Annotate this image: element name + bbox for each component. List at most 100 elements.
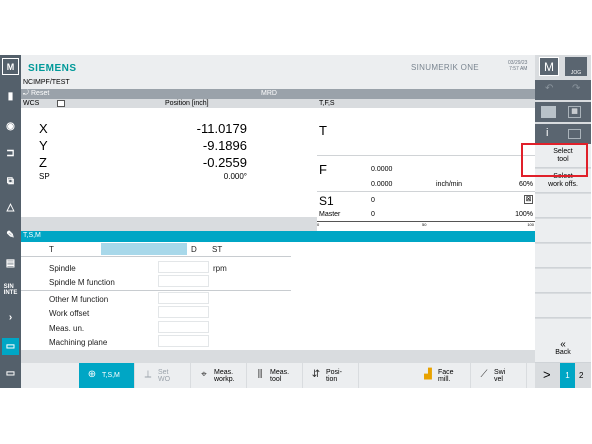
wcs-header <box>21 99 317 108</box>
scale-tick: 0 <box>317 222 320 227</box>
other-m-input[interactable] <box>158 292 209 304</box>
tsm-icon: ⊕ <box>87 368 97 380</box>
alarm-icon[interactable]: △ <box>6 202 15 213</box>
select-tool-button[interactable]: Select tool <box>535 144 591 168</box>
spindle-m-label: Spindle M function <box>49 278 115 287</box>
time: 7:57 AM <box>509 66 528 72</box>
work-offset-input[interactable] <box>158 306 209 318</box>
t-label: T <box>319 123 327 138</box>
tool-input[interactable] <box>101 243 187 255</box>
status-bar: ⤾ Reset MRD <box>21 89 535 99</box>
master-label: Master <box>319 211 341 218</box>
machine-icon[interactable]: M <box>2 58 19 75</box>
meas-un-label: Meas. un. <box>49 324 85 333</box>
axis-name: Y <box>39 138 48 153</box>
softkey-label: Set WO <box>158 368 171 383</box>
info-icon[interactable]: i <box>546 127 549 139</box>
datetime: 03/29/23 7:57 AM <box>508 60 527 72</box>
meas-workp-softkey[interactable]: ⌖ Meas. workp. <box>191 363 247 388</box>
softkey-empty[interactable] <box>535 244 591 268</box>
softkey-label: Swi vel <box>494 368 506 383</box>
softkey-label: T,S,M <box>102 372 120 379</box>
softkey-label: Face mill. <box>438 368 454 383</box>
axis-row-z: Z -0.2559 <box>21 155 317 172</box>
copy-icon[interactable]: ⧉ <box>6 176 15 187</box>
tsm-title-bar: T,S,M <box>21 231 535 242</box>
view-row: ▦ <box>535 102 591 122</box>
position-softkey[interactable]: ⇵ Posi- tion <box>303 363 359 388</box>
scale-tick: 100 <box>527 222 534 227</box>
spacer <box>21 217 317 231</box>
calculator-icon[interactable]: ▦ <box>568 106 581 118</box>
master-value: 0 <box>371 211 375 218</box>
mode-status: MRD <box>261 90 277 97</box>
redo-icon[interactable]: ↷ <box>572 83 581 94</box>
sp-value: 0.000° <box>223 172 247 181</box>
spindle-label: Spindle <box>49 264 76 273</box>
spindle-input[interactable] <box>158 261 209 273</box>
tfs-label: T,F,S <box>319 100 335 107</box>
program-path: NCIMPF/TEST <box>21 78 535 89</box>
face-mill-softkey[interactable]: ▟ Face mill. <box>415 363 471 388</box>
divider <box>21 290 291 291</box>
work-offset-label: Work offset <box>49 309 90 318</box>
meas-un-input[interactable] <box>158 321 209 333</box>
swivel-softkey[interactable]: ⟋ Swi vel <box>471 363 527 388</box>
machining-plane-label: Machining plane <box>49 338 108 347</box>
machining-plane-input[interactable] <box>158 335 209 347</box>
highlight-box <box>521 143 588 177</box>
axis-value: -0.2559 <box>202 155 247 170</box>
st-field-label: ST <box>212 245 223 254</box>
undo-icon[interactable]: ↶ <box>545 83 554 94</box>
set-wo-icon: ⟂ <box>144 368 152 380</box>
softkey-empty[interactable] <box>535 269 591 293</box>
tsm-form: T D ST Spindle rpm Spindle M function Ot… <box>21 242 535 367</box>
f-value-1: 0.0000 <box>371 166 393 173</box>
reset-icon: ⤾ <box>23 90 29 97</box>
spindle-m-input[interactable] <box>158 275 209 287</box>
left-sidebar: M ▮ ◉ ⊐ ⧉ △ ✎ ▤ SIN INTE › ▭ ▭ <box>0 55 21 388</box>
panel-icon[interactable]: ▭ <box>2 338 19 355</box>
next-page-button[interactable]: > <box>543 367 551 382</box>
f-label: F <box>319 162 327 177</box>
header <box>21 55 535 78</box>
program-icon[interactable]: ◉ <box>6 121 15 132</box>
tsm-softkey[interactable]: ⊕ T,S,M <box>79 363 135 388</box>
page-2-button[interactable]: 2 <box>579 371 584 380</box>
double-chevron-left-icon: « <box>560 338 566 350</box>
siemens-logo: SIEMENS <box>28 63 77 74</box>
axis-row-y: Y -9.1896 <box>21 138 317 155</box>
axis-value: -9.1896 <box>202 138 247 153</box>
diagnostics-icon[interactable]: ▤ <box>5 258 16 269</box>
back-button[interactable]: « Back <box>535 335 591 363</box>
axis-value: -11.0179 <box>196 121 247 136</box>
divider <box>317 155 535 156</box>
axis-row-x: X -11.0179 <box>21 121 317 138</box>
parameter-icon[interactable]: ▮ <box>7 91 14 102</box>
window-icon[interactable] <box>541 106 556 118</box>
spindle-unit: rpm <box>213 264 227 273</box>
meas-tool-softkey[interactable]: ⫼ Meas. tool <box>247 363 303 388</box>
f-value-2: 0.0000 <box>371 181 393 188</box>
softkey-pager: > 1 2 <box>535 363 591 388</box>
softkey-empty[interactable] <box>535 219 591 243</box>
tool-icon[interactable]: ✎ <box>6 230 15 241</box>
s-value: 0 <box>371 197 375 204</box>
machine-area-button[interactable]: M <box>539 57 559 76</box>
page-1-button[interactable]: 1 <box>560 363 575 388</box>
position-header: Position [inch] <box>165 100 209 107</box>
bracket-icon[interactable]: ⊐ <box>6 148 15 159</box>
meas-workp-icon: ⌖ <box>201 368 207 380</box>
wcs-checkbox[interactable] <box>57 100 65 107</box>
expand-icon[interactable]: › <box>8 312 13 323</box>
camera-icon[interactable] <box>568 129 581 139</box>
softkey-label: Meas. workp. <box>214 368 235 383</box>
sinumerik-icon[interactable]: SIN INTE <box>3 283 18 296</box>
tfs-panel: T,F,S T F 0.0000 0.0000 inch/min 60% S1 … <box>317 99 535 218</box>
wcs-panel: WCS Position [inch] X -11.0179 Y -9.1896… <box>21 99 317 217</box>
softkey-empty[interactable] <box>535 194 591 218</box>
set-wo-softkey[interactable]: ⟂ Set WO <box>135 363 191 388</box>
softkey-empty[interactable] <box>535 294 591 318</box>
jog-button[interactable]: JOG <box>565 57 587 76</box>
display-icon[interactable]: ▭ <box>5 368 16 379</box>
